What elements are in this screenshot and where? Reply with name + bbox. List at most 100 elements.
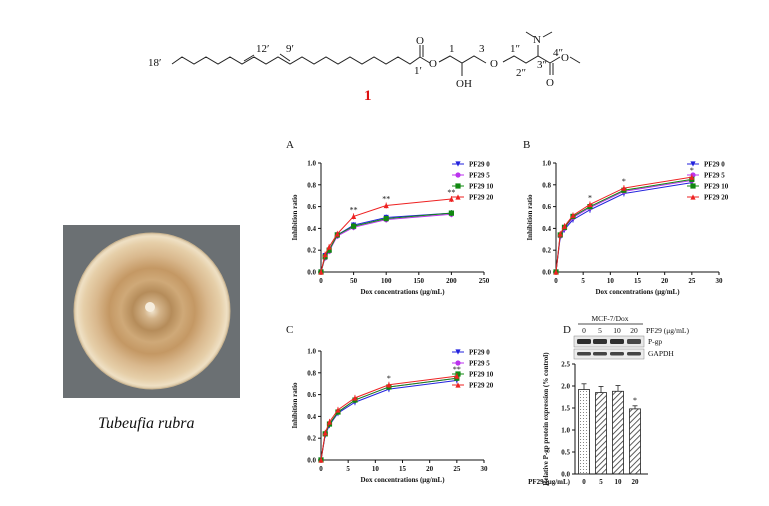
chart-b-y-tick-label: 0.4 <box>542 225 551 233</box>
chart-b-x-tick-label: 0 <box>554 277 558 285</box>
chart-b-legend-marker <box>690 161 696 167</box>
chart-d-bar <box>595 392 607 475</box>
atom-label-2dprime: 2″ <box>516 67 526 79</box>
blot-lane-label: 0 <box>582 326 586 335</box>
chart-c-x-tick-label: 10 <box>372 465 380 473</box>
chart-b-legend-label: PF29 10 <box>704 183 729 191</box>
chart-a-y-axis-title: Inhibition ratio <box>291 194 299 241</box>
chart-c-x-tick-label: 5 <box>346 465 350 473</box>
chart-c-x-tick-label: 25 <box>453 465 461 473</box>
chart-a-x-tick-label: 150 <box>414 277 425 285</box>
blot-row-label-pgp: P-gp <box>648 337 662 346</box>
chart-b-significance-mark: * <box>690 166 694 175</box>
chart-b-legend-label: PF29 20 <box>704 194 729 202</box>
chart-a-significance-mark: ** <box>382 195 390 204</box>
chart-panel-b: 0.0 0.2 0.4 0.6 0.8 1.0 0 5 10 15 20 25 30 Dox concen… <box>526 160 729 297</box>
chart-a-significance-mark: ** <box>350 205 358 214</box>
blot-lane-label: 20 <box>630 326 638 335</box>
chart-a-legend-label: PF29 5 <box>469 172 490 180</box>
chart-c-legend-label: PF29 5 <box>469 360 490 368</box>
hydroxyl-label: OH <box>456 78 472 90</box>
chart-a-legend-label: PF29 10 <box>469 183 494 191</box>
chart-c-x-tick-label: 15 <box>399 465 407 473</box>
chart-b-data-point <box>570 212 576 218</box>
chart-d-y-axis-title: Relative P-gp protein expression (% cont… <box>542 352 550 486</box>
chart-b-legend-marker <box>690 194 696 200</box>
chart-d-x-axis-title: PF29 (μg/mL) <box>528 478 571 486</box>
chart-a-y-tick-label: 0.0 <box>307 269 316 277</box>
chart-a-y-tick-label: 1.0 <box>307 160 316 168</box>
chart-c-data-point <box>335 407 341 413</box>
chart-a-data-point <box>383 215 389 222</box>
carbonyl-oxygen-label: O <box>416 35 424 47</box>
chart-d-y-tick-label: 0.5 <box>561 449 570 457</box>
chart-c-legend-marker <box>455 360 461 366</box>
chart-panel-a: 0.0 0.2 0.4 0.6 0.8 1.0 0 50 100 150 200 250 Dox con… <box>291 160 494 297</box>
blot-pgp-band <box>577 339 591 344</box>
chart-c-data-point <box>454 373 460 379</box>
chart-b-data-point <box>553 269 559 275</box>
chart-c-x-tick-label: 20 <box>426 465 434 473</box>
atom-label-3: 3 <box>479 43 485 55</box>
blot-title: MCF-7/Dox <box>591 314 628 323</box>
atom-label-18prime: 18′ <box>148 57 161 69</box>
chart-b-x-tick-label: 15 <box>634 277 642 285</box>
atom-label-4dprime: 4″ <box>553 47 563 59</box>
chart-a-data-point <box>351 223 357 229</box>
chart-a-y-tick-label: 0.8 <box>307 181 316 189</box>
chart-c-significance-mark: * <box>387 374 391 383</box>
blot-lane-label: 10 <box>613 326 621 335</box>
chart-b-legend-marker <box>690 183 696 189</box>
blot-gapdh-band <box>593 352 607 356</box>
chart-c-significance-mark: ** <box>453 365 461 374</box>
chart-c-x-tick-label: 30 <box>481 465 489 473</box>
chart-c-legend-marker <box>455 349 461 355</box>
chart-c-legend-label: PF29 20 <box>469 382 494 390</box>
chart-b-y-tick-label: 1.0 <box>542 160 551 168</box>
chart-b-y-axis-title: Inhibition ratio <box>526 194 534 241</box>
chart-c-x-tick-label: 0 <box>319 465 323 473</box>
chart-b-x-tick-label: 10 <box>607 277 615 285</box>
atom-label-1dprime: 1″ <box>510 43 520 55</box>
chart-a-legend-marker <box>455 194 461 200</box>
chart-b-data-point <box>621 185 627 191</box>
chart-c-legend-marker <box>455 371 461 377</box>
atom-label-1prime: 1′ <box>414 65 422 77</box>
chart-b-x-tick-label: 25 <box>688 277 696 285</box>
chart-a-data-point <box>326 244 332 250</box>
blot-gapdh-band <box>610 352 624 356</box>
chart-a-series-line <box>320 213 452 273</box>
chart-d-y-tick-label: 2.0 <box>561 383 570 391</box>
chart-d-bar <box>578 389 590 475</box>
chart-c-data-point <box>386 382 392 388</box>
chart-a-data-point <box>318 269 324 275</box>
chart-a-legend-marker <box>455 172 461 178</box>
chart-b-y-tick-label: 0.6 <box>542 203 551 211</box>
panel-letters: A B C D <box>286 139 571 336</box>
chart-c-legend-label: PF29 0 <box>469 349 490 357</box>
atom-label-3dprime: 3″ <box>537 59 547 71</box>
chart-a-x-tick-label: 50 <box>350 277 358 285</box>
chart-d-y-tick-label: 0.0 <box>561 471 570 479</box>
colony-photo <box>63 225 240 398</box>
blot-pgp-strip <box>573 335 645 348</box>
chart-b-significance-mark: * <box>588 193 592 202</box>
chart-c-y-tick-label: 0.4 <box>307 413 316 421</box>
chart-d-significance-mark: * <box>633 396 637 405</box>
chart-c-y-tick-label: 0.2 <box>307 435 316 443</box>
chart-c-y-tick-label: 0.6 <box>307 391 316 399</box>
chart-d-y-tick-label: 2.5 <box>561 361 570 369</box>
chart-c-legend-label: PF29 10 <box>469 371 494 379</box>
chart-c-y-tick-label: 0.8 <box>307 369 316 377</box>
chart-a-y-tick-label: 0.2 <box>307 247 316 255</box>
chart-b-x-tick-label: 30 <box>716 277 724 285</box>
chart-c-x-axis-title: Dox concentrations (μg/mL) <box>360 476 445 484</box>
chart-c-y-tick-label: 0.0 <box>307 457 316 465</box>
chart-c-data-point <box>352 395 358 401</box>
chart-a-data-point <box>448 210 454 216</box>
chart-a-data-point <box>322 251 328 258</box>
blot-pgp-band <box>627 339 641 344</box>
panel-letter-d: D <box>563 324 571 336</box>
ester-oxygen-label: O <box>429 58 437 70</box>
